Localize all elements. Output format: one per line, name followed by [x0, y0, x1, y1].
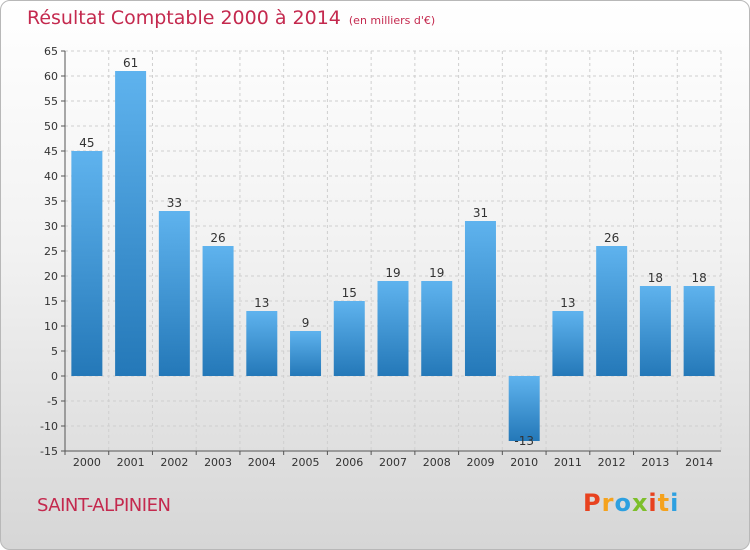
y-tick-label: 20	[44, 270, 58, 283]
proxiti-logo: Proxiti	[583, 489, 679, 517]
value-label-2002: 33	[167, 196, 182, 210]
y-tick-label: 45	[44, 145, 58, 158]
bar-2000	[71, 151, 103, 376]
y-tick-label: -5	[47, 395, 58, 408]
y-tick-label: 5	[51, 345, 58, 358]
y-tick-label: 65	[44, 45, 58, 58]
chart-unit: (en milliers d'€)	[348, 14, 436, 27]
x-axis-ticks: 2000 2001 2002 2003 2004 2005 2006 2007 2008 2009…	[64, 451, 713, 469]
bar-2011	[552, 311, 584, 376]
x-tick-label-2002: 2002	[160, 456, 188, 469]
bar-2005	[290, 331, 322, 376]
y-tick-label: 50	[44, 120, 58, 133]
x-tick-label-2001: 2001	[117, 456, 145, 469]
x-tick-label-2007: 2007	[379, 456, 407, 469]
y-tick-label: 55	[44, 95, 58, 108]
x-tick-label-2013: 2013	[641, 456, 669, 469]
bar-2001	[115, 71, 147, 376]
bar-2008	[421, 281, 453, 376]
value-label-2004: 13	[254, 296, 269, 310]
y-tick-label: 40	[44, 170, 58, 183]
x-tick-label-2011: 2011	[554, 456, 582, 469]
grid-lines	[64, 50, 722, 452]
x-tick-label-2006: 2006	[335, 456, 363, 469]
x-tick-label-2003: 2003	[204, 456, 232, 469]
x-tick-label-2005: 2005	[292, 456, 320, 469]
logo-letter: r	[601, 489, 615, 517]
chart-title-text: Résultat Comptable 2000 à 2014	[27, 7, 341, 29]
value-label-2007: 19	[385, 266, 400, 280]
place-name: SAINT-ALPINIEN	[37, 495, 171, 516]
y-tick-label: -10	[40, 420, 58, 433]
value-label-2011: 13	[560, 296, 575, 310]
value-label-2009: 31	[473, 206, 488, 220]
bar-2014	[683, 286, 715, 376]
y-tick-label: -15	[40, 445, 58, 458]
bar-2003	[202, 246, 234, 376]
value-label-2001: 61	[123, 56, 138, 70]
value-label-2010: -13	[514, 434, 534, 448]
value-label-2013: 18	[648, 271, 663, 285]
x-tick-label-2012: 2012	[598, 456, 626, 469]
bar-2013	[639, 286, 671, 376]
x-tick-label-2014: 2014	[685, 456, 713, 469]
logo-letter: t	[657, 489, 671, 517]
x-tick-label-2010: 2010	[510, 456, 538, 469]
value-label-2003: 26	[210, 231, 225, 245]
value-label-2014: 18	[691, 271, 706, 285]
bar-2012	[596, 246, 628, 376]
value-label-2012: 26	[604, 231, 619, 245]
y-axis-ticks: -15 -10 -5 0 5 10 15 20 25 30 35 40 45 50 55 60 65	[40, 45, 65, 458]
bar-2009	[464, 221, 496, 376]
chart-title: Résultat Comptable 2000 à 2014 (en millie…	[27, 7, 435, 29]
logo-letter: o	[614, 489, 632, 517]
y-tick-label: 10	[44, 320, 58, 333]
value-labels: 45 61 33 26 13 9 15 19 19 31 -13 13 26 18 18	[79, 56, 707, 448]
logo-letter: i	[648, 489, 658, 517]
logo-letter: P	[583, 489, 602, 517]
y-tick-label: 0	[51, 370, 58, 383]
y-tick-label: 35	[44, 195, 58, 208]
x-tick-label-2004: 2004	[248, 456, 276, 469]
x-tick-label-2009: 2009	[466, 456, 494, 469]
bar-2006	[333, 301, 365, 376]
value-label-2006: 15	[342, 286, 357, 300]
bar-2010	[508, 376, 540, 441]
bar-2004	[246, 311, 278, 376]
y-tick-label: 30	[44, 220, 58, 233]
value-label-2005: 9	[302, 316, 310, 330]
logo-letter: i	[670, 489, 680, 517]
value-label-2000: 45	[79, 136, 94, 150]
x-tick-label-2008: 2008	[423, 456, 451, 469]
y-tick-label: 60	[44, 70, 58, 83]
bars	[71, 71, 715, 441]
x-tick-label-2000: 2000	[73, 456, 101, 469]
value-label-2008: 19	[429, 266, 444, 280]
bar-2007	[377, 281, 409, 376]
logo-letter: x	[631, 489, 649, 517]
y-tick-label: 15	[44, 295, 58, 308]
y-tick-label: 25	[44, 245, 58, 258]
bar-2002	[158, 211, 190, 376]
